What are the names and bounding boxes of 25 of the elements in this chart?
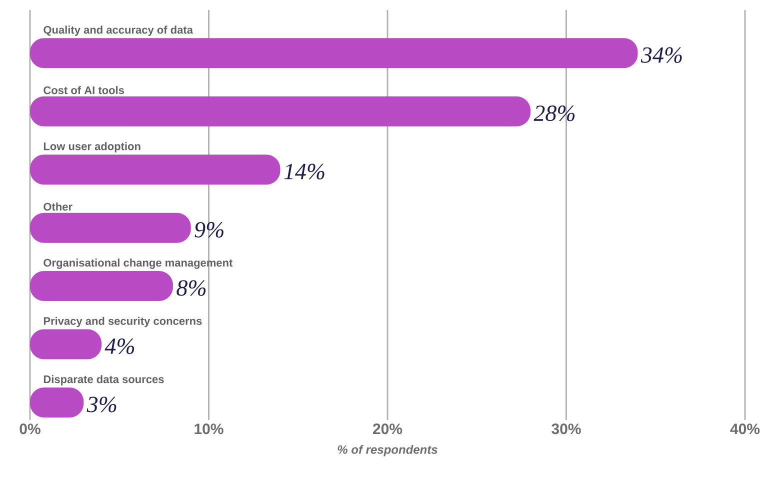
y-tick-label: Quality and accuracy of data: [44, 26, 194, 36]
bar: [30, 271, 173, 302]
bar: [30, 96, 531, 126]
data-label: 8%: [176, 280, 206, 296]
data-label: 34%: [640, 47, 682, 63]
x-tick-label: 40%: [730, 424, 760, 434]
x-tick-label: 30%: [552, 424, 581, 434]
bar: [30, 212, 191, 243]
data-label: 3%: [86, 396, 116, 412]
data-label: 14%: [284, 164, 324, 180]
x-tick-label: 0%: [20, 424, 40, 434]
y-tick-label: Low user adoption: [44, 142, 140, 152]
bar: [30, 154, 280, 185]
data-label: 4%: [104, 338, 134, 354]
y-tick-label: Organisational change management: [44, 258, 233, 269]
x-tick-label: 20%: [373, 424, 402, 434]
y-tick-label: Privacy and security concerns: [44, 316, 202, 328]
y-tick-label: Disparate data sources: [44, 375, 164, 386]
data-label: 9%: [194, 222, 224, 238]
data-label: 28%: [534, 106, 575, 122]
bar: [30, 38, 638, 68]
y-tick-label: Other: [44, 202, 72, 211]
x-tick-label: 10%: [194, 424, 224, 434]
x-axis-title: % of respondents: [338, 445, 438, 456]
y-tick-label: Cost of AI tools: [44, 86, 124, 94]
